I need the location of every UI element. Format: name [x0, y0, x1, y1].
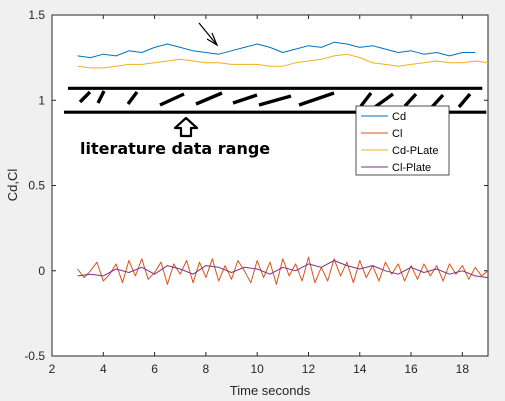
x-tick-label: 6: [151, 362, 158, 376]
x-tick-label: 4: [100, 362, 107, 376]
band-hatch: [96, 90, 106, 104]
annotation-text: literature data range: [80, 139, 270, 158]
up-arrow-icon: [173, 116, 199, 138]
series-layer: [77, 41, 488, 285]
pointer-arrow-icon: [198, 22, 219, 47]
legend: Cd Cl Cd-PLate Cl-Plate: [355, 105, 450, 176]
band-hatch: [430, 93, 445, 109]
band-hatch: [258, 94, 292, 107]
band-hatch: [126, 90, 139, 106]
y-tick-label: -0.5: [24, 349, 45, 363]
band-hatch: [78, 90, 92, 104]
x-tick-label: 2: [49, 362, 56, 376]
band-hatch: [195, 91, 223, 106]
band-hatch: [403, 92, 418, 108]
x-tick-label: 10: [250, 362, 264, 376]
legend-label: Cl-Plate: [392, 162, 431, 174]
y-tick-label: 1: [38, 93, 45, 107]
y-axis-label: Cd,Cl: [5, 169, 20, 202]
y-tick-label: 0: [38, 264, 45, 278]
series-line-cl-plate: [77, 260, 488, 279]
series-line-cd: [77, 41, 476, 59]
y-tick-label: 0.5: [28, 179, 45, 193]
series-line-cd-plate: [77, 53, 488, 69]
y-tick-label: 1.5: [28, 8, 45, 22]
band-hatch: [374, 92, 394, 109]
legend-label: Cl: [392, 128, 402, 140]
x-tick-label: 18: [456, 362, 470, 376]
x-axis-label: Time seconds: [230, 383, 311, 398]
band-hatch: [359, 91, 373, 108]
literature-band: [63, 86, 487, 114]
tick-group: [51, 14, 488, 357]
legend-label: Cd-PLate: [392, 145, 438, 157]
band-hatch: [457, 92, 472, 109]
band-hatch: [159, 92, 185, 107]
plot-area: [51, 14, 489, 357]
x-tick-label: 12: [302, 362, 316, 376]
legend-label: Cd: [392, 111, 406, 123]
x-tick-label: 14: [353, 362, 367, 376]
band-hatch: [232, 93, 258, 105]
x-tick-label: 16: [404, 362, 418, 376]
series-line-cl: [77, 256, 488, 285]
x-tick-label: 8: [203, 362, 210, 376]
y-tick-labels: -0.5 0 0.5 1 1.5: [24, 8, 45, 363]
x-tick-labels: 2 4 6 8 10 12 14 16 18: [49, 362, 470, 376]
band-hatch: [298, 91, 335, 107]
